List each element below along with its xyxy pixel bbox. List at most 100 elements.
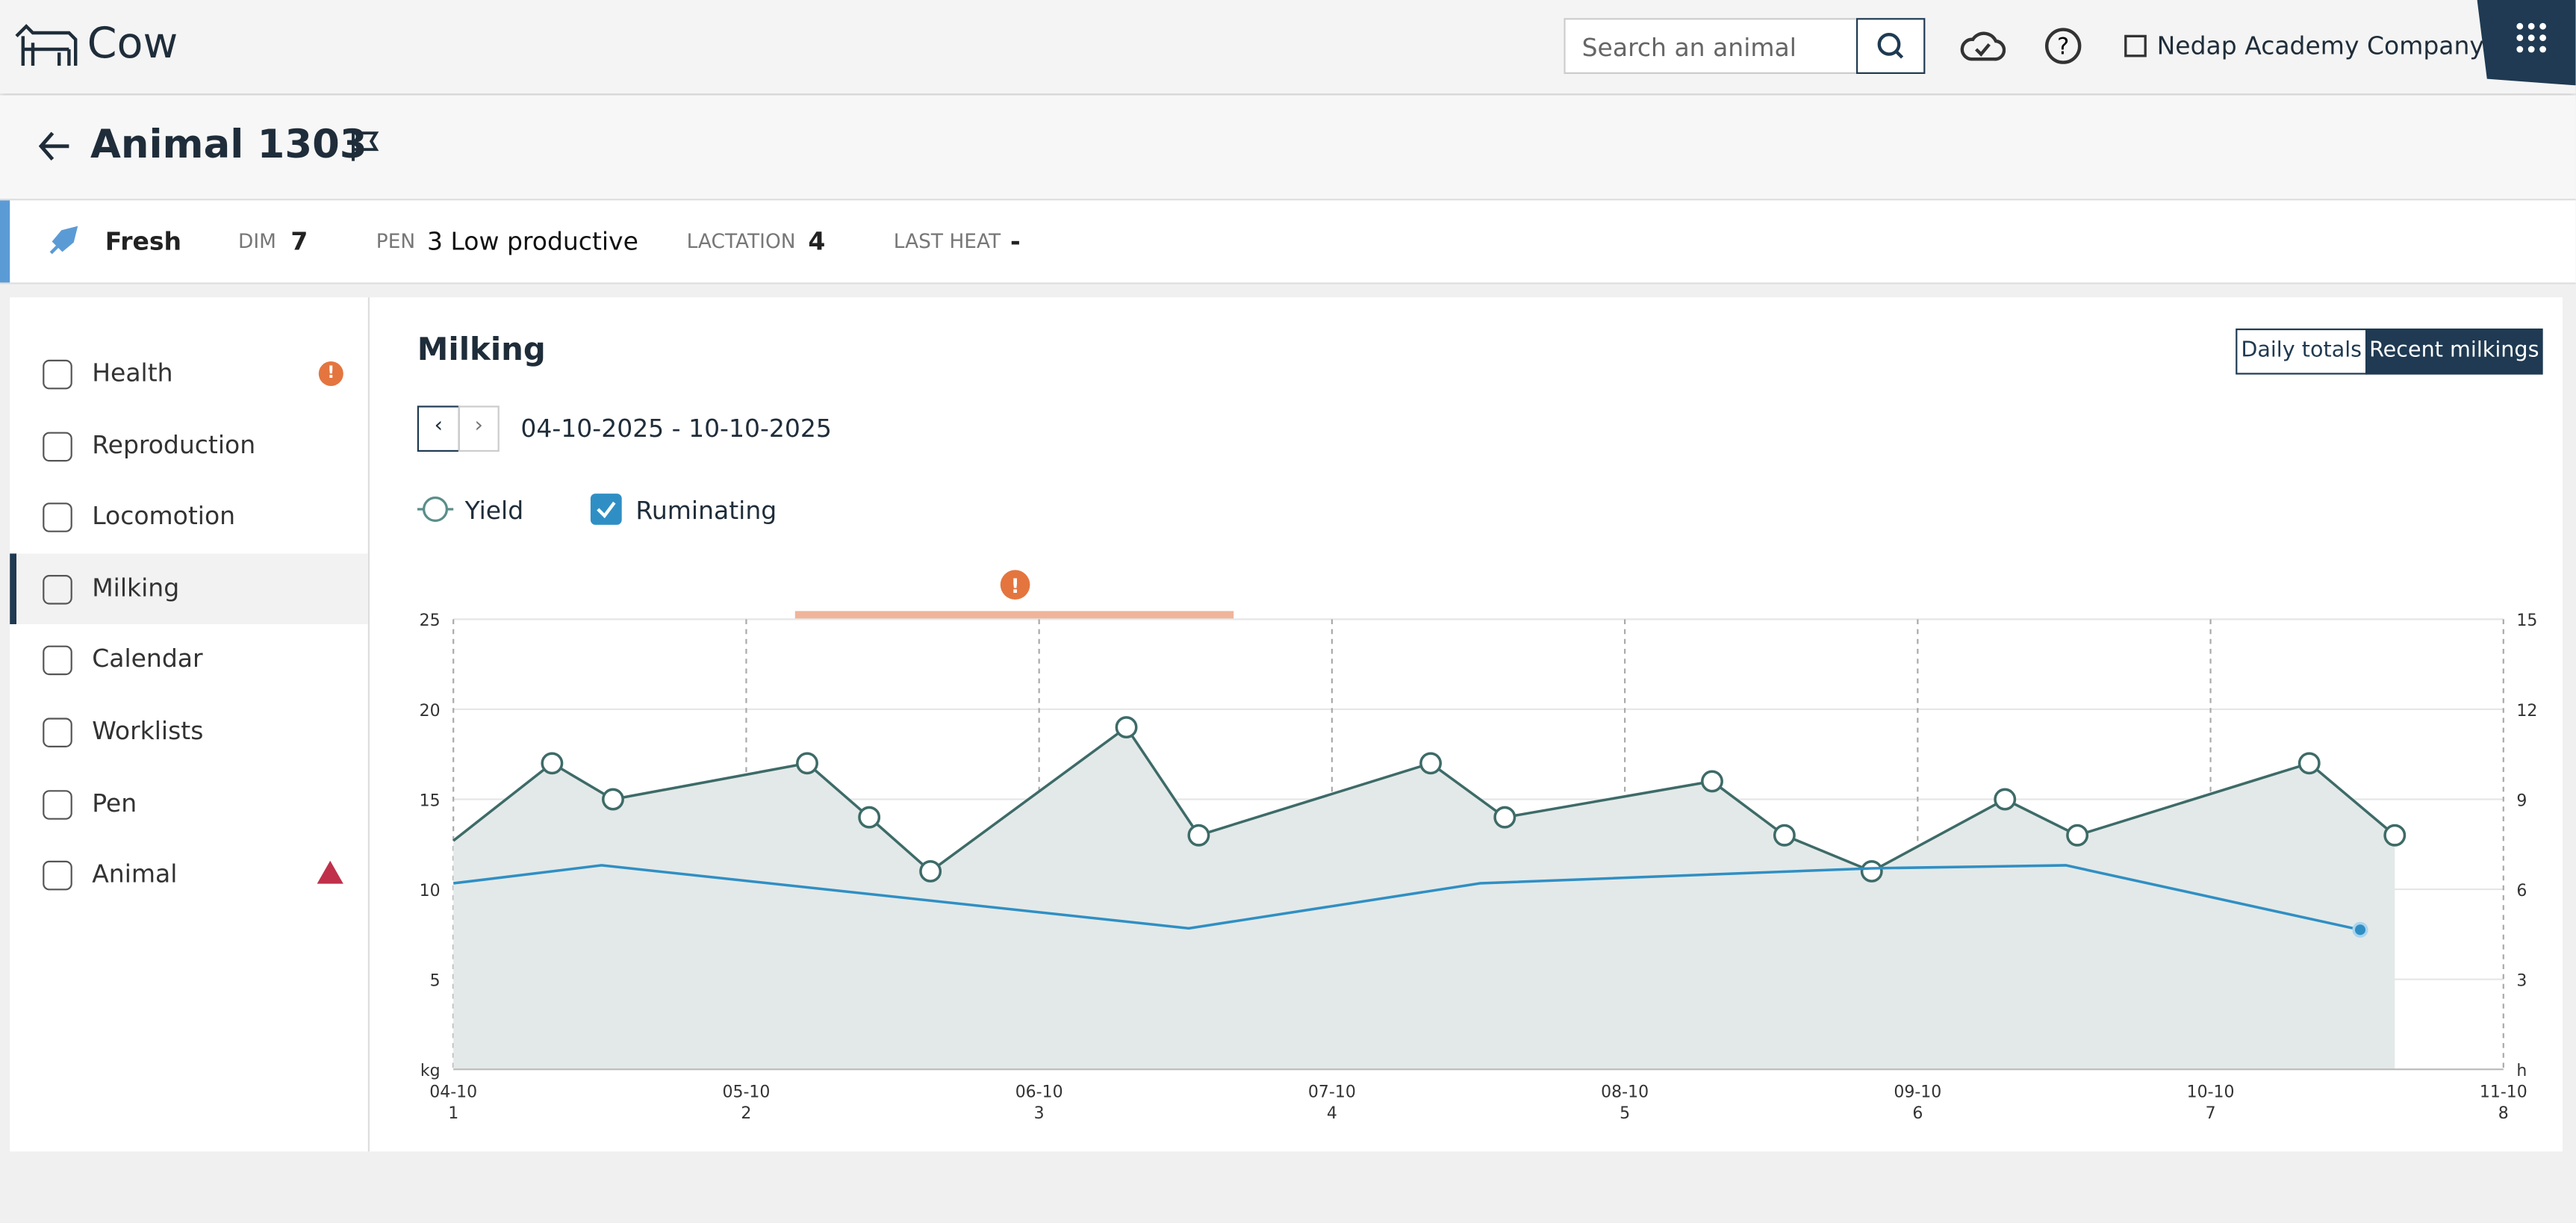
sidebar-icon (43, 359, 72, 390)
yield-point (2066, 824, 2089, 847)
search-box[interactable]: Search an animal (1564, 18, 1860, 75)
sidebar-label: Reproduction (92, 429, 256, 460)
y2-tick-label: 15 (2516, 612, 2537, 630)
yield-point (796, 752, 818, 775)
search-placeholder: Search an animal (1581, 33, 1796, 63)
sidebar-label: Calendar (92, 644, 203, 674)
legend-yield[interactable]: Yield (464, 496, 524, 526)
view-title: Milking (417, 332, 546, 368)
yield-point (1701, 770, 1723, 793)
health-badge: ! (318, 361, 343, 386)
app-name: Cow (87, 19, 178, 69)
pen-label: PEN (376, 230, 416, 253)
sidebar-item[interactable]: Locomotion (10, 482, 368, 553)
sidebar-item[interactable]: Calendar (10, 625, 368, 696)
last-heat: - (1010, 226, 1021, 257)
yield-point (541, 752, 564, 775)
recent-milkings-button[interactable]: Recent milkings (2365, 329, 2543, 375)
animal-warning (317, 861, 343, 885)
x-tick-sublabel: 5 (1620, 1104, 1630, 1123)
yield-point (1115, 716, 1138, 739)
yield-point (1860, 860, 1883, 883)
yield-point (919, 860, 942, 883)
yield-point (1994, 788, 2017, 811)
sidebar-icon (43, 574, 72, 605)
sidebar-icon (43, 718, 72, 747)
x-tick-sublabel: 6 (1912, 1104, 1923, 1123)
yield-point (1493, 806, 1516, 829)
animal-title: Animal 1303 (90, 121, 367, 168)
svg-text:?: ? (2057, 34, 2069, 60)
sidebar-icon (43, 502, 72, 533)
apps-menu[interactable] (2477, 0, 2576, 86)
yield-area (453, 727, 2395, 1070)
pen: 3 Low productive (427, 226, 638, 257)
y2-tick-label: 9 (2516, 791, 2527, 810)
fresh-icon (49, 225, 78, 255)
yield-point (858, 806, 881, 829)
y-tick-label: 5 (430, 971, 441, 990)
yield-point (1773, 824, 1796, 847)
dim: 7 (290, 226, 308, 257)
sidebar-label: Health (92, 358, 173, 388)
alert-icon (1000, 570, 1030, 600)
y-tick-label: kg (420, 1062, 441, 1080)
y-tick-label: 10 (420, 882, 441, 900)
sidebar-item[interactable]: Reproduction (10, 410, 368, 481)
next-button[interactable]: › (458, 405, 500, 452)
sidebar-label: Locomotion (92, 501, 236, 532)
yield-point (2297, 752, 2321, 775)
health-alert-period (794, 611, 1234, 620)
state: Fresh (105, 226, 182, 257)
x-tick-sublabel: 1 (448, 1104, 458, 1123)
y2-tick-label: 12 (2516, 702, 2537, 721)
sidebar-label: Milking (92, 573, 180, 603)
x-tick-label: 09-10 (1894, 1083, 1941, 1102)
dim-label: DIM (238, 230, 276, 253)
sidebar-label: Worklists (92, 716, 204, 746)
back-button[interactable] (36, 128, 75, 164)
x-tick-label: 04-10 (429, 1083, 477, 1102)
sidebar-item[interactable]: Pen (10, 768, 368, 839)
lactation: 4 (808, 226, 826, 257)
sidebar: Health! Reproduction Locomotion Milking Cale… (10, 297, 370, 1152)
status-strip (0, 200, 10, 283)
last-heat-label: LAST HEAT (893, 230, 1001, 253)
company-name[interactable]: Nedap Academy Company (2156, 31, 2484, 61)
status-bar: Fresh DIM 7 PEN 3 Low productive LACTATI… (0, 200, 2576, 284)
x-tick-label: 06-10 (1015, 1083, 1063, 1102)
sidebar-item[interactable]: Animal (10, 840, 368, 911)
x-tick-sublabel: 8 (2498, 1104, 2509, 1123)
date-range: 04-10-2025 - 10-10-2025 (520, 414, 832, 444)
grid (452, 618, 2504, 1071)
help-icon[interactable]: ? (2044, 26, 2083, 66)
sidebar-icon (43, 789, 72, 819)
x-tick-sublabel: 3 (1034, 1104, 1045, 1123)
y2-tick-label: 3 (2516, 971, 2527, 990)
header: Cow Search an animal ? Nedap Academy Com… (0, 0, 2576, 94)
sidebar-item[interactable]: Worklists (10, 697, 368, 768)
ruminating-checkbox[interactable] (590, 493, 623, 526)
sidebar-icon (43, 861, 72, 891)
sidebar-item[interactable]: Health! (10, 338, 368, 409)
title-bar: Animal 1303 (0, 95, 2576, 201)
y-tick-label: 25 (420, 612, 441, 630)
flag-button[interactable] (348, 130, 381, 163)
x-tick-sublabel: 7 (2206, 1104, 2216, 1123)
alert-icon-mark: ! (1011, 575, 1020, 598)
y2-tick-label: 6 (2516, 882, 2527, 900)
sidebar-label: Pen (92, 788, 137, 818)
y-tick-label: 15 (420, 791, 441, 810)
sidebar-icon (43, 431, 72, 461)
company-icon (2124, 34, 2147, 57)
sidebar-item[interactable]: Milking (10, 553, 368, 624)
search-button[interactable] (1856, 18, 1926, 75)
sidebar-icon (43, 646, 72, 676)
logo-icon (15, 24, 78, 66)
sync-icon[interactable] (1960, 25, 2006, 67)
x-tick-label: 10-10 (2187, 1083, 2235, 1102)
legend-ruminating[interactable]: Ruminating (635, 496, 777, 526)
x-tick-sublabel: 2 (741, 1104, 751, 1123)
